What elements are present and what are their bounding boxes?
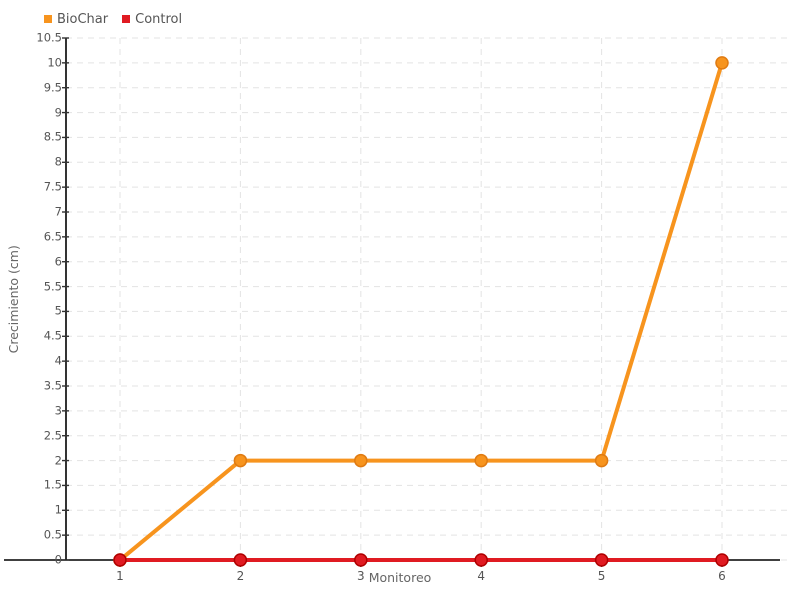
y-tick-label: 3: [54, 403, 62, 418]
x-tick-label: 3: [356, 569, 365, 583]
legend-label-control: Control: [135, 11, 183, 27]
y-tick-label: 6: [54, 253, 62, 268]
y-tick-label: 2: [54, 452, 62, 467]
series-markers-control: [113, 553, 729, 567]
legend-swatch-biochar: [44, 15, 52, 23]
x-tick-label: 2: [236, 569, 245, 583]
x-tick-label: 5: [597, 569, 606, 583]
y-tick-label: 10.5: [36, 30, 62, 45]
y-tick-label: 5: [54, 303, 62, 318]
y-tick-label: 8.5: [43, 129, 62, 144]
y-axis-title-holder: Crecimiento (cm): [0, 0, 24, 600]
x-tick-label: 4: [477, 569, 486, 583]
y-tick-label: 1: [54, 502, 62, 517]
y-axis-title: Crecimiento (cm): [5, 245, 21, 354]
y-tick-label: 3.5: [43, 378, 62, 393]
x-tick-label: 6: [718, 569, 726, 583]
legend-item-control[interactable]: Control: [122, 13, 182, 26]
y-tick-label: 2.5: [43, 427, 62, 442]
y-tick-label: 9: [54, 104, 62, 119]
y-tick-label: 4.5: [43, 328, 62, 343]
x-axis-title: Monitoreo: [368, 570, 432, 585]
y-tick-label: 9.5: [43, 79, 62, 94]
y-tick-label: 1.5: [43, 477, 62, 492]
legend-item-biochar[interactable]: BioChar: [44, 13, 108, 26]
y-tick-label: 7.5: [43, 179, 62, 194]
y-tick-label: 10: [47, 55, 62, 70]
gridlines-vertical: [119, 38, 723, 560]
y-tick-label: 6.5: [43, 229, 62, 244]
legend-label-biochar: BioChar: [57, 11, 109, 27]
y-tick-label: 7: [54, 204, 62, 219]
y-tick-label: 0.5: [43, 527, 62, 542]
y-tick-label: 8: [54, 154, 62, 169]
y-tick-label: 5.5: [43, 278, 62, 293]
x-tick-label: 1: [116, 569, 124, 583]
legend-swatch-control: [122, 15, 131, 23]
series-line-biochar: [118, 60, 724, 562]
y-tick-label: 0: [54, 552, 62, 567]
y-axis-tick-labels: 0 0.5 1 1.5 2 2.5 3 3.5 4 4.5 5 5.5 6 6.5 7 7.5 8 8.5 9 9.5…: [0, 0, 62, 600]
y-tick-label: 4: [54, 353, 62, 368]
chart-legend: BioChar Control: [44, 9, 182, 29]
